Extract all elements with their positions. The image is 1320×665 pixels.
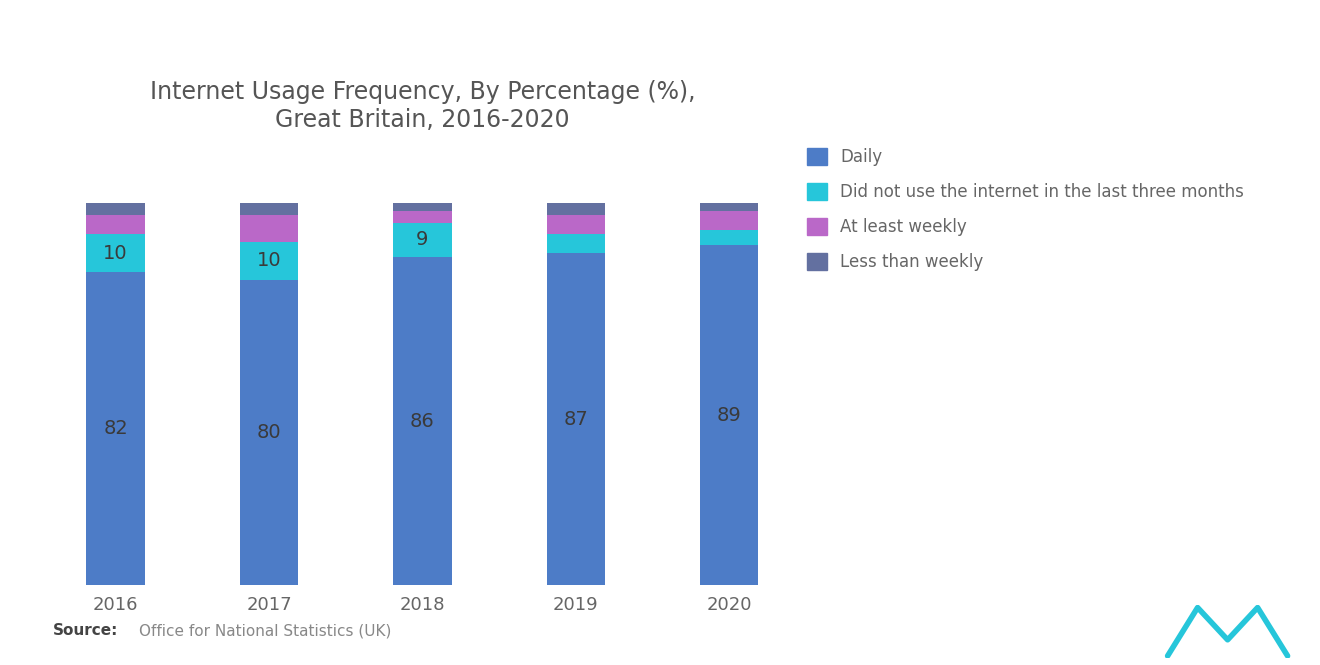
- Bar: [86, 272, 145, 585]
- Text: 82: 82: [103, 419, 128, 438]
- Text: Office for National Statistics (UK): Office for National Statistics (UK): [139, 623, 391, 638]
- Bar: [700, 203, 759, 211]
- Bar: [240, 280, 298, 585]
- Bar: [393, 257, 451, 585]
- Bar: [86, 215, 145, 234]
- Bar: [546, 253, 605, 585]
- Text: Source:: Source:: [53, 623, 119, 638]
- Bar: [546, 234, 605, 253]
- Bar: [393, 223, 451, 257]
- Bar: [700, 230, 759, 245]
- Legend: Daily, Did not use the internet in the last three months, At least weekly, Less : Daily, Did not use the internet in the l…: [800, 142, 1251, 277]
- Bar: [393, 203, 451, 211]
- Bar: [240, 203, 298, 215]
- Bar: [240, 215, 298, 241]
- Bar: [240, 241, 298, 280]
- Bar: [86, 203, 145, 215]
- Text: 80: 80: [256, 423, 281, 442]
- Bar: [546, 215, 605, 234]
- Bar: [700, 245, 759, 585]
- Text: 9: 9: [416, 230, 429, 249]
- Text: 10: 10: [256, 251, 281, 270]
- Text: 89: 89: [717, 406, 742, 425]
- Bar: [700, 211, 759, 230]
- Bar: [86, 234, 145, 272]
- Text: Internet Usage Frequency, By Percentage (%),
Great Britain, 2016-2020: Internet Usage Frequency, By Percentage …: [149, 80, 696, 132]
- Bar: [393, 211, 451, 223]
- Text: 86: 86: [411, 412, 434, 430]
- Text: 10: 10: [103, 243, 128, 263]
- Text: 87: 87: [564, 410, 589, 429]
- Bar: [546, 203, 605, 215]
